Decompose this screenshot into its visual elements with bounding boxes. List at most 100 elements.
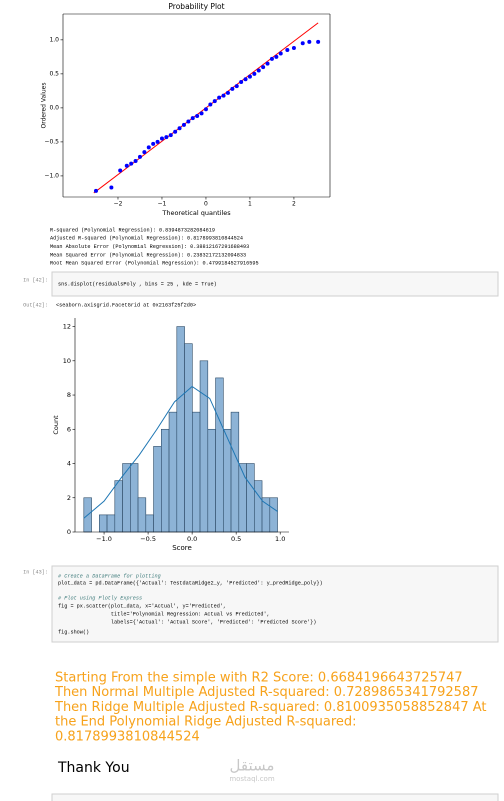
point: [177, 126, 182, 131]
point: [265, 61, 270, 66]
code-line: labels={'Actual': 'Actual Score', 'Predi…: [58, 619, 316, 625]
bar: [192, 411, 201, 533]
code-line: sns.displot(residualsPoly , bins = 25 , …: [58, 281, 217, 287]
point: [278, 51, 283, 56]
markdown-line: Starting From the simple with R2 Score: …: [55, 671, 463, 686]
markdown-line: Then Ridge Multiple Adjusted R-squared: …: [54, 700, 487, 715]
bar: [161, 428, 170, 533]
y-tick-label: 2: [67, 494, 71, 502]
markdown-line: the End Polynomial Ridge Adjusted R-squa…: [55, 715, 357, 730]
point: [243, 77, 248, 82]
point: [173, 129, 178, 134]
point: [274, 54, 279, 59]
point: [221, 93, 226, 98]
point: [159, 136, 164, 141]
x-tick-label: −2: [114, 201, 123, 208]
point: [234, 84, 239, 89]
point: [168, 133, 173, 138]
bar: [153, 446, 162, 533]
x-tick-label: 0.0: [187, 535, 197, 543]
output-text: Mean Absolute Error (Polynomial Regressi…: [50, 244, 249, 250]
bar: [122, 463, 131, 533]
point: [256, 68, 261, 73]
watermark: mostaql.com: [229, 775, 275, 783]
point: [247, 74, 252, 79]
y-tick-label: 0.0: [49, 104, 59, 111]
point: [225, 90, 230, 95]
point: [291, 46, 296, 51]
x-tick-label: 0.5: [231, 535, 241, 543]
point: [93, 188, 98, 193]
code-cell: [51, 271, 499, 297]
point: [146, 145, 151, 150]
y-tick-label: 10: [63, 357, 71, 365]
bar: [137, 497, 147, 533]
bar: [184, 343, 193, 533]
point: [151, 141, 156, 146]
markdown-line: Then Normal Multiple Adjusted R-squared:…: [54, 685, 479, 700]
point: [316, 39, 321, 44]
bar: [215, 377, 224, 533]
code-cell: [51, 565, 499, 643]
y-axis-label: Ordered Values: [41, 83, 48, 129]
point: [137, 154, 142, 159]
kde-line: [83, 385, 278, 519]
bar: [130, 463, 139, 533]
y-tick-label: 1.0: [49, 36, 59, 43]
code-line: fig = px.scatter(plot_data, x='Actual', …: [58, 603, 226, 609]
point: [307, 39, 312, 44]
point: [199, 111, 204, 116]
input-prompt: In [42]:: [23, 277, 48, 283]
point: [181, 122, 186, 127]
point: [217, 95, 222, 100]
y-tick-label: 6: [67, 425, 71, 433]
point: [129, 161, 134, 166]
output-text: Mean Squared Error (Polynomial Regressio…: [50, 252, 246, 258]
watermark: مستقل: [230, 757, 275, 775]
point: [203, 107, 208, 112]
point: [261, 65, 266, 70]
output-text: <seaborn.axisgrid.FacetGrid at 0x2163f25…: [56, 302, 196, 308]
bar: [269, 497, 278, 533]
x-tick-label: −1.0: [96, 535, 112, 543]
y-tick-label: 8: [67, 391, 71, 399]
code-line: # Plot using Plotly Express: [58, 595, 142, 601]
output-text: Adjusted R-squared (Polynomial Regressio…: [50, 236, 243, 242]
bar: [230, 411, 240, 533]
x-axis-label: Score: [172, 544, 192, 552]
x-tick-label: −0.5: [140, 535, 156, 543]
code-line: title='Polynomial Regression: Actual vs …: [58, 611, 270, 617]
x-tick-label: 2: [292, 201, 296, 208]
point: [190, 116, 195, 121]
y-tick-label: 0: [67, 528, 71, 536]
y-tick-label: −0.5: [44, 138, 59, 145]
bar: [176, 326, 185, 533]
point: [269, 56, 274, 61]
chart-title: Probability Plot: [168, 2, 224, 11]
output-text: R-squared (Polynomial Regression): 0.839…: [50, 227, 215, 233]
x-tick-label: 1.0: [275, 535, 285, 543]
x-tick-label: 1: [248, 201, 252, 208]
point: [142, 150, 147, 155]
bar: [99, 514, 108, 533]
code-cell: [51, 793, 499, 801]
bar: [238, 463, 247, 533]
point: [109, 185, 114, 190]
y-tick-label: 4: [67, 460, 71, 468]
y-tick-label: 0.5: [49, 70, 59, 77]
point: [195, 114, 200, 119]
bar: [114, 480, 123, 533]
output-prompt: Out[42]:: [23, 302, 48, 308]
code-line: plot_data = pd.DataFrame({'Actual': Test…: [58, 580, 323, 586]
point: [212, 99, 217, 104]
bar: [199, 360, 209, 533]
point: [186, 119, 191, 124]
y-axis-label: Count: [52, 415, 60, 435]
output-text: Root Mean Squared Error (Polynomial Regr…: [50, 261, 259, 267]
point: [164, 135, 169, 140]
point: [300, 41, 305, 46]
bar: [207, 428, 216, 533]
point: [124, 163, 129, 168]
point: [155, 139, 160, 144]
